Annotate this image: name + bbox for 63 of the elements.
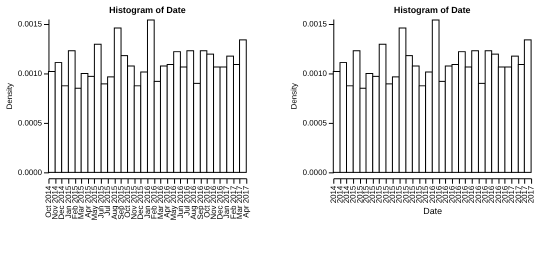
x-tick-label: 2015 bbox=[414, 185, 424, 204]
x-tick-label: 2016 bbox=[440, 185, 450, 204]
x-tick-label: 2015 bbox=[368, 185, 378, 204]
x-tick-label: 2016 bbox=[500, 185, 510, 204]
x-tick-label: Dec 2014 bbox=[57, 185, 66, 220]
y-tick-label: 0.0000 bbox=[18, 168, 43, 177]
x-tick-label: Oct 2015 bbox=[123, 185, 132, 218]
x-tick-label: 2017 bbox=[507, 186, 516, 204]
x-tick-label: Dec 2015 bbox=[136, 185, 146, 220]
x-tick-label: Aug 2015 bbox=[110, 185, 119, 220]
x-tick-label: 2015 bbox=[374, 185, 384, 204]
x-tick-label: Mar 2017 bbox=[235, 186, 244, 220]
x-tick-label: Jul 2015 bbox=[103, 185, 112, 216]
x-tick-label: 2016 bbox=[480, 185, 490, 204]
x-tick-label: 2016 bbox=[454, 185, 463, 204]
y-tick-label: 0.0015 bbox=[18, 19, 43, 28]
chart-title: Histogram of Date bbox=[394, 5, 471, 16]
x-tick-label: Feb 2017 bbox=[228, 186, 238, 220]
x-tick-label: Dec 2016 bbox=[216, 185, 225, 220]
x-tick-label: 2014 bbox=[342, 185, 351, 204]
x-tick-label: Apr 2017 bbox=[242, 186, 251, 218]
x-tick-label: Aug 2016 bbox=[189, 185, 198, 220]
x-tick-label: Jan 2017 bbox=[222, 186, 232, 218]
x-tick-label: 2015 bbox=[408, 185, 417, 204]
y-tick-label: 0.0005 bbox=[18, 118, 43, 128]
x-tick-label: Nov 2015 bbox=[130, 185, 139, 220]
x-tick-label: 2014 bbox=[328, 185, 338, 204]
x-tick-label: 2015 bbox=[401, 185, 410, 204]
x-tick-label: Sep 2015 bbox=[116, 185, 126, 220]
y-tick-label: 0.0015 bbox=[302, 19, 328, 28]
y-tick-label: 0.0000 bbox=[302, 168, 328, 177]
x-tick-label: 2015 bbox=[394, 185, 404, 204]
x-tick-label: 2016 bbox=[467, 185, 476, 204]
x-tick-label: Jul 2016 bbox=[182, 185, 192, 216]
x-tick-label: May 2016 bbox=[169, 185, 178, 220]
x-tick-label: 2015 bbox=[388, 185, 397, 204]
x-tick-label: 2016 bbox=[494, 185, 503, 204]
x-tick-label: 2015 bbox=[421, 185, 430, 204]
y-axis-title: Density bbox=[4, 82, 14, 110]
x-tick-label: Apr 2016 bbox=[162, 185, 172, 218]
x-tick-label: Jan 2016 bbox=[142, 185, 152, 218]
x-tick-label: Nov 2016 bbox=[209, 185, 218, 220]
x-tick-label: 2016 bbox=[460, 185, 470, 204]
x-tick-label: 2017 bbox=[526, 186, 536, 204]
x-tick-label: Nov 2014 bbox=[50, 185, 60, 220]
y-tick-label: 0.0010 bbox=[302, 68, 328, 78]
y-axis-title: Density bbox=[290, 82, 299, 110]
x-axis-title: Date bbox=[423, 206, 442, 216]
x-tick-label: 2016 bbox=[434, 185, 444, 204]
x-tick-label: 2015 bbox=[348, 185, 358, 204]
x-tick-label: 2016 bbox=[487, 185, 496, 204]
x-tick-label: Oct 2014 bbox=[44, 185, 53, 218]
x-tick-label: Jan 2015 bbox=[64, 185, 73, 218]
x-tick-label: 2016 bbox=[447, 185, 456, 204]
x-tick-label: 2016 bbox=[474, 185, 483, 204]
x-tick-label: 2015 bbox=[381, 185, 390, 204]
chart-title: Histogram of Date bbox=[109, 5, 186, 16]
x-tick-label: Mar 2015 bbox=[76, 185, 86, 220]
x-tick-label: Apr 2015 bbox=[83, 185, 92, 218]
y-tick-label: 0.0005 bbox=[302, 118, 328, 128]
y-tick-label: 0.0010 bbox=[18, 68, 43, 78]
x-tick-label: 2014 bbox=[335, 185, 344, 204]
x-tick-label: 2016 bbox=[428, 185, 437, 204]
